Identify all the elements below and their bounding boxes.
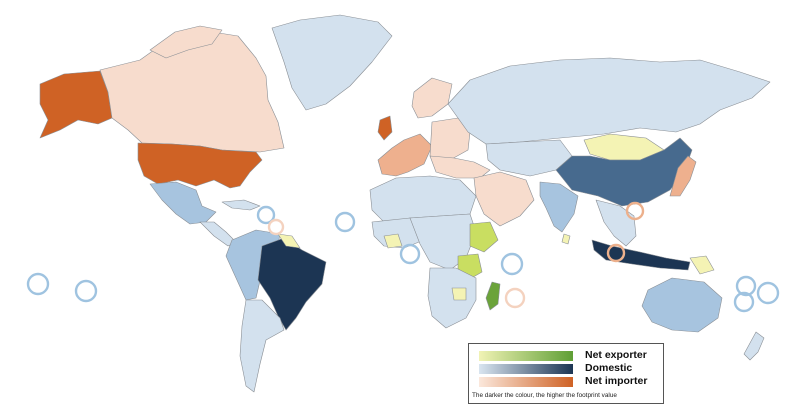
region-uk[interactable]: [377, 115, 393, 141]
island-marker[interactable]: [500, 252, 524, 276]
region-indonesia[interactable]: [591, 239, 691, 271]
region-ethiopia[interactable]: [469, 221, 499, 253]
region-madagascar[interactable]: [485, 281, 501, 311]
region-alaska[interactable]: [39, 70, 113, 139]
region-middle-east[interactable]: [473, 171, 535, 227]
region-southern-cone[interactable]: [239, 299, 285, 393]
legend-row-net-importer: Net importer: [479, 376, 659, 387]
island-marker[interactable]: [606, 243, 626, 263]
region-united-states[interactable]: [137, 142, 263, 189]
region-caribbean[interactable]: [221, 199, 261, 211]
island-marker[interactable]: [267, 218, 285, 236]
region-zimbabwe[interactable]: [451, 287, 467, 301]
region-new-zealand[interactable]: [743, 331, 765, 361]
legend-note: The darker the colour, the higher the fo…: [472, 392, 617, 399]
legend-label-domestic: Domestic: [585, 362, 633, 374]
island-marker[interactable]: [256, 205, 276, 225]
region-china[interactable]: [555, 137, 693, 207]
map-legend: Net exporter Domestic Net importer The d…: [468, 343, 664, 404]
legend-ramp-domestic: [479, 363, 573, 374]
island-marker[interactable]: [756, 281, 780, 305]
legend-row-net-exporter: Net exporter: [479, 350, 659, 361]
island-marker[interactable]: [625, 201, 645, 221]
legend-ramp-net-exporter: [479, 350, 573, 361]
region-russia[interactable]: [447, 57, 771, 145]
region-canada-islands[interactable]: [149, 25, 223, 59]
region-western-europe[interactable]: [377, 133, 433, 177]
region-india[interactable]: [539, 181, 579, 233]
region-australia[interactable]: [641, 277, 723, 333]
legend-row-domestic: Domestic: [479, 363, 659, 374]
island-marker[interactable]: [26, 272, 50, 296]
region-central-america[interactable]: [199, 221, 237, 247]
region-balkans-turkey[interactable]: [429, 155, 491, 179]
region-scandinavia[interactable]: [411, 77, 453, 119]
region-southern-africa[interactable]: [427, 267, 477, 329]
region-se-asia[interactable]: [595, 199, 637, 247]
island-marker[interactable]: [733, 291, 755, 313]
region-sri-lanka[interactable]: [561, 233, 571, 245]
region-guianas[interactable]: [277, 233, 301, 249]
legend-label-net-importer: Net importer: [585, 375, 648, 387]
island-marker[interactable]: [399, 243, 421, 265]
legend-label-net-exporter: Net exporter: [585, 349, 647, 361]
region-new-guinea[interactable]: [689, 255, 715, 275]
island-marker[interactable]: [735, 275, 757, 297]
island-marker[interactable]: [334, 211, 356, 233]
region-japan[interactable]: [669, 155, 697, 197]
region-mexico[interactable]: [149, 181, 217, 225]
island-marker[interactable]: [504, 287, 526, 309]
island-marker[interactable]: [74, 279, 98, 303]
legend-ramp-net-importer: [479, 376, 573, 387]
region-greenland[interactable]: [271, 14, 393, 111]
region-west-africa-exporters[interactable]: [383, 233, 403, 249]
